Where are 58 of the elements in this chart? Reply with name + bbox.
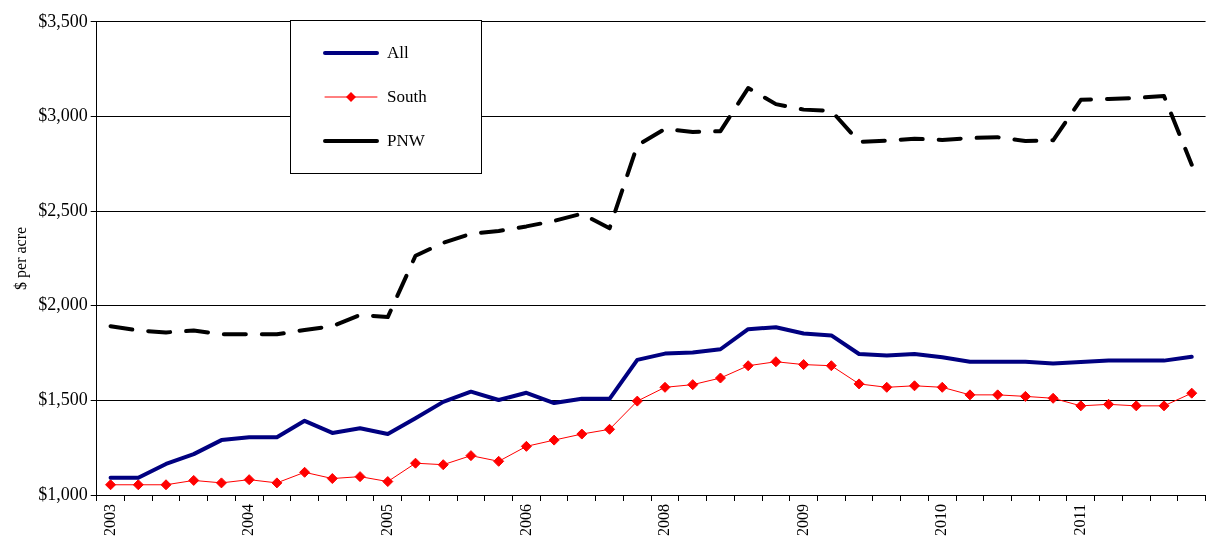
y-axis-title: $ per acre: [11, 226, 30, 290]
point: [576, 428, 588, 440]
point: [742, 360, 754, 372]
y-tick-label: $2,500: [38, 199, 88, 220]
point: [936, 381, 948, 393]
point: [354, 471, 366, 483]
point: [1075, 400, 1087, 412]
y-tick-label: $3,000: [38, 105, 88, 126]
point: [631, 395, 643, 407]
x-tick-label: 2008: [655, 504, 673, 536]
x-tick-label: 2011: [1071, 504, 1089, 536]
point: [410, 457, 422, 469]
point: [1158, 400, 1170, 412]
point: [382, 476, 394, 488]
point: [160, 479, 172, 491]
point: [548, 434, 560, 446]
point: [825, 360, 837, 372]
x-tick-label: 2010: [932, 504, 950, 536]
point: [437, 459, 449, 471]
y-tick-label: $1,500: [38, 389, 88, 410]
point: [299, 466, 311, 478]
x-tick-label: 2009: [793, 504, 811, 536]
point: [881, 381, 893, 393]
legend-label: South: [387, 87, 427, 107]
point: [1186, 387, 1198, 399]
point: [687, 379, 699, 391]
point: [271, 477, 283, 489]
legend-label: PNW: [387, 131, 425, 151]
point: [1103, 398, 1115, 410]
point: [770, 356, 782, 368]
point: [132, 479, 144, 491]
point: [1130, 400, 1142, 412]
x-tick-label: 2006: [516, 504, 534, 536]
point: [188, 474, 200, 486]
point: [853, 378, 865, 390]
point: [1047, 392, 1059, 404]
point: [659, 381, 671, 393]
point: [798, 359, 810, 371]
point: [909, 380, 920, 392]
point: [326, 473, 338, 485]
point: [714, 372, 726, 384]
point: [493, 455, 505, 467]
point: [1019, 390, 1031, 402]
point: [215, 477, 227, 489]
y-tick-label: $3,500: [38, 10, 88, 31]
point: [105, 479, 117, 491]
point: [243, 474, 255, 486]
point: [992, 389, 1004, 401]
y-tick-label: $2,000: [38, 294, 88, 315]
x-tick-label: 2004: [239, 504, 257, 536]
x-tick-label: 2003: [100, 504, 118, 536]
legend-label: All: [387, 43, 409, 63]
point: [604, 423, 616, 435]
point: [520, 440, 532, 452]
y-tick-label: $1,000: [38, 483, 88, 504]
x-tick-label: 2005: [377, 504, 395, 536]
point: [465, 450, 477, 462]
point: [964, 389, 976, 401]
